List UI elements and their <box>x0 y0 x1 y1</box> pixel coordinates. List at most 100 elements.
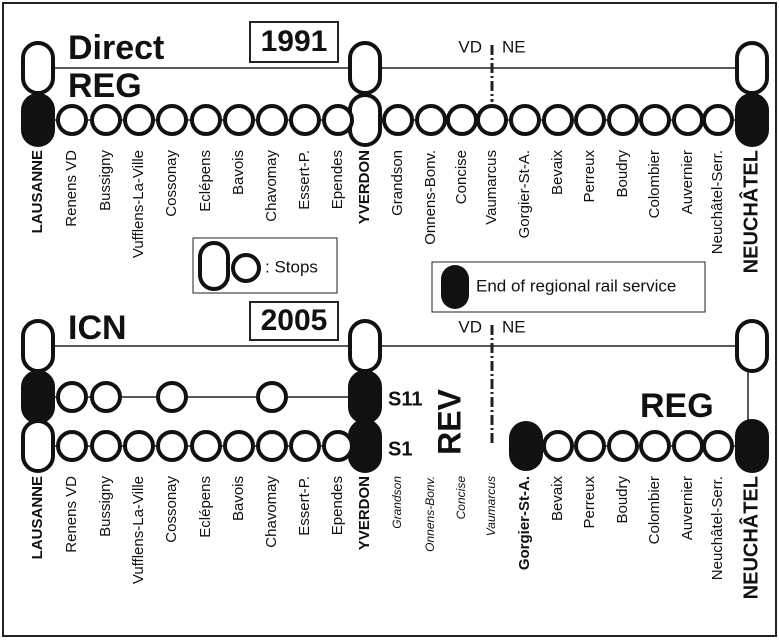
station-label: Vufflens-La-Ville <box>130 476 147 584</box>
stop-circle <box>509 104 541 136</box>
station-label: Bevaix <box>549 150 566 196</box>
stop-circle <box>256 104 288 136</box>
stop-circle <box>382 104 414 136</box>
stop-circle <box>256 430 288 462</box>
station-label: Chavomay <box>263 150 280 222</box>
station-label: Vaumarcus <box>483 150 500 225</box>
stop-circle <box>702 430 734 462</box>
stop-oval <box>348 370 382 424</box>
stop-circle <box>256 381 288 413</box>
station-label: Vufflens-La-Ville <box>130 150 147 258</box>
stop-oval <box>735 319 769 373</box>
stop-circle <box>223 104 255 136</box>
stop-circle <box>702 104 734 136</box>
year: 2005 <box>261 304 328 337</box>
station-label: NEUCHÂTEL <box>738 476 762 599</box>
stop-circle <box>289 430 321 462</box>
stop-oval <box>21 93 55 147</box>
station-label: Bavois <box>230 476 247 521</box>
stop-circle <box>56 430 88 462</box>
station-label: Eclépens <box>197 476 214 538</box>
stop-circle <box>90 381 122 413</box>
stop-circle <box>639 104 671 136</box>
legend-box <box>431 261 706 313</box>
station-label: Vaumarcus <box>484 476 498 536</box>
station-label: YVERDON <box>356 476 373 550</box>
stop-oval <box>348 41 382 95</box>
stop-oval <box>735 419 769 473</box>
station-label: Boudry <box>614 150 631 198</box>
stop-oval <box>509 421 543 471</box>
stop-oval <box>348 419 382 473</box>
station-label: Cossonay <box>163 150 180 217</box>
stop-circle <box>607 104 639 136</box>
station-label: Bussigny <box>97 150 114 211</box>
station-label: Bussigny <box>97 476 114 537</box>
stop-circle <box>190 104 222 136</box>
stop-circle <box>574 430 606 462</box>
stop-circle <box>56 104 88 136</box>
border-label: VD <box>458 317 482 336</box>
stop-circle <box>322 104 354 136</box>
station-label: Renens VD <box>63 476 80 553</box>
stop-circle <box>607 430 639 462</box>
station-label: Bevaix <box>549 476 566 522</box>
station-label: Chavomay <box>263 476 280 548</box>
stop-oval <box>348 93 382 147</box>
stop-circle <box>156 381 188 413</box>
stop-circle <box>156 104 188 136</box>
station-label: Neuchâtel-Serr. <box>709 150 726 254</box>
station-label: LAUSANNE <box>29 150 46 233</box>
stop-circle <box>289 104 321 136</box>
station-label: NEUCHÂTEL <box>738 150 762 273</box>
stop-circle <box>56 381 88 413</box>
year-box <box>249 21 339 63</box>
station-label: Gorgier-St-A. <box>516 150 533 238</box>
stop-circle <box>223 430 255 462</box>
legend-oval <box>198 241 230 291</box>
station-label: Concise <box>454 476 468 520</box>
station-label: Perreux <box>581 476 598 529</box>
stop-circle <box>476 104 508 136</box>
reg-label: REG <box>640 387 714 425</box>
station-label: Boudry <box>614 476 631 524</box>
stop-oval <box>348 319 382 373</box>
stop-circle <box>542 104 574 136</box>
stop-circle <box>190 430 222 462</box>
stop-circle <box>90 104 122 136</box>
station-label: Bavois <box>230 150 247 195</box>
stop-oval <box>21 41 55 95</box>
line-label: S11 <box>388 388 422 410</box>
title: Direct <box>68 29 164 67</box>
legend-text: End of regional rail service <box>476 276 676 295</box>
station-label: Ependes <box>329 476 346 535</box>
stop-circle <box>415 104 447 136</box>
legend-text: : Stops <box>265 257 318 276</box>
year-box <box>249 301 339 341</box>
stop-circle <box>672 430 704 462</box>
station-label: LAUSANNE <box>29 476 46 559</box>
stop-circle <box>322 430 354 462</box>
title: REG <box>68 67 142 105</box>
stop-circle <box>672 104 704 136</box>
station-label: Neuchâtel-Serr. <box>709 476 726 580</box>
year: 1991 <box>261 25 328 58</box>
stop-circle <box>639 430 671 462</box>
station-label: Onnens-Bonv. <box>423 476 437 552</box>
border-label: NE <box>502 317 526 336</box>
stop-circle <box>90 430 122 462</box>
station-label: Cossonay <box>163 476 180 543</box>
stop-circle <box>156 430 188 462</box>
border-label: NE <box>502 37 526 56</box>
station-label: Auvernier <box>679 476 696 540</box>
station-label: YVERDON <box>356 150 373 224</box>
stop-oval <box>21 419 55 473</box>
stop-oval <box>21 370 55 424</box>
station-label: Essert-P. <box>296 476 313 536</box>
station-label: Concise <box>453 150 470 204</box>
station-label: Renens VD <box>63 150 80 227</box>
stop-circle <box>574 104 606 136</box>
station-label: Colombier <box>646 150 663 218</box>
station-label: Onnens-Bonv. <box>422 150 439 245</box>
